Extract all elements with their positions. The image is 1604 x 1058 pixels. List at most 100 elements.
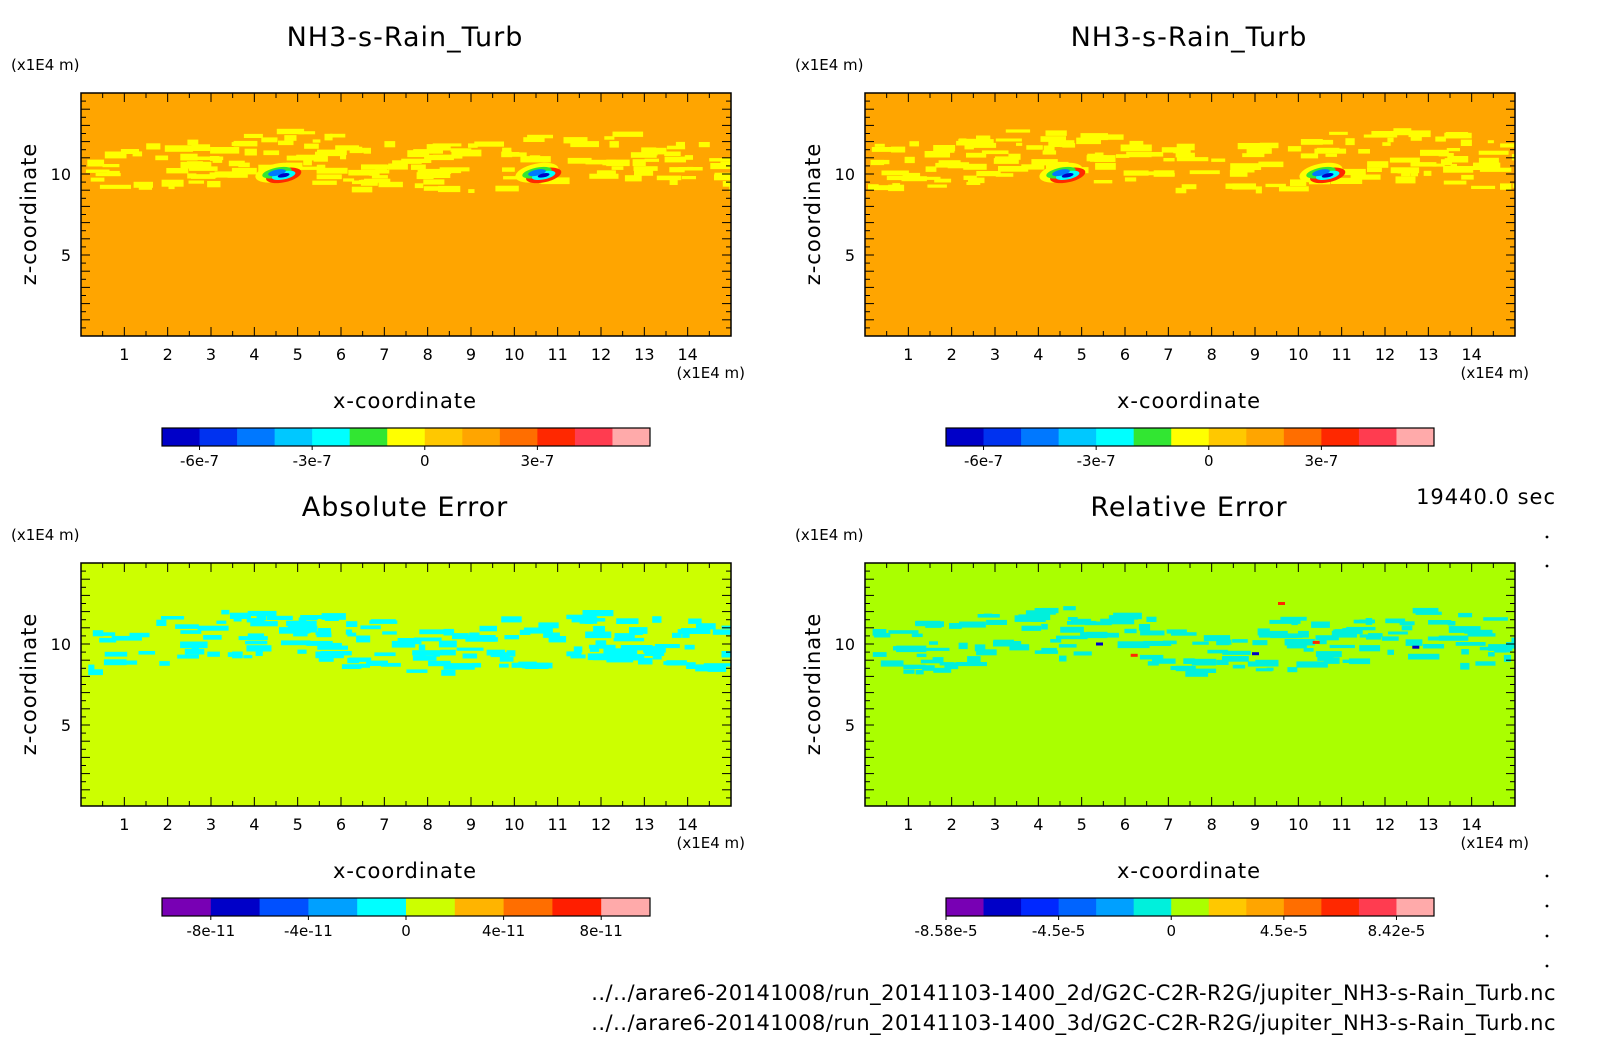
band-patch [441,169,462,174]
band-patch [1067,617,1078,620]
x-tick-label: 2 [947,815,957,834]
spot-feature [1252,652,1259,656]
band-patch [465,635,496,642]
band-patch [684,155,693,160]
colorbar-swatch [312,428,351,446]
band-patch [1349,658,1371,665]
band-patch [1222,650,1251,655]
band-patch [1300,153,1319,159]
band-patch [1060,626,1084,633]
band-patch [571,619,596,623]
band-patch [1056,635,1088,640]
band-patch [439,167,470,172]
band-patch [1367,161,1389,168]
y-tick-label: 10 [51,165,71,184]
band-patch [506,650,516,657]
band-patch [1076,137,1101,145]
colorbar-tick-label: 8e-11 [580,922,623,940]
band-patch [1058,644,1077,648]
colorbar-frame [945,897,1435,917]
band-patch [1232,639,1248,643]
colorbar-swatch [946,428,985,446]
band-patch [1441,159,1452,166]
band-patch [180,630,202,634]
band-patch [255,651,263,656]
band-patch [1408,130,1431,138]
band-patch [922,665,935,671]
band-patch [315,651,344,659]
band-patch [1284,638,1315,646]
colorbar-tick-label: -4e-11 [284,922,333,940]
band-patch [721,625,731,629]
band-patch [462,653,478,659]
colorbar-swatch [612,428,651,446]
band-patch [1232,183,1256,190]
band-patch [925,621,942,628]
band-patch [189,166,218,171]
colorbar-swatch [162,428,201,446]
band-patch [313,154,328,162]
band-patch [369,620,398,624]
colorbar-swatch [1096,428,1135,446]
band-patch [681,176,696,180]
band-patch [1059,655,1067,662]
band-patch [1311,621,1330,628]
band-patch [286,155,316,161]
band-patch [1400,167,1413,172]
colorbar-tick-label: 3e-7 [1305,452,1339,470]
band-patch [632,159,646,167]
band-patch [159,661,170,666]
band-patch [1005,129,1031,133]
panel-title: Absolute Error [302,492,508,523]
band-patch [340,156,347,160]
colorbar-frame [161,427,651,447]
band-patch [904,156,915,164]
band-patch [375,169,390,174]
x-tick-label: 12 [1375,815,1395,834]
band-patch [585,631,612,639]
band-patch [391,640,416,648]
y-tick-label: 5 [845,246,855,265]
band-patch [407,150,430,158]
band-patch [1353,619,1375,624]
band-patch [584,618,606,622]
x-tick-label: 10 [504,345,524,364]
band-patch [925,166,937,172]
band-patch [184,648,205,655]
band-patch [348,169,380,176]
band-patch [1511,637,1515,643]
band-patch [505,152,520,156]
band-patch [246,645,272,652]
band-patch [1331,630,1357,638]
band-patch [203,635,222,640]
band-patch [1478,157,1499,165]
field-background [81,563,731,806]
x-tick-label: 1 [119,345,129,364]
band-patch [872,629,887,636]
band-patch [1255,186,1262,194]
dipole-contour [1321,173,1334,178]
band-patch [652,616,662,623]
dipole-feature-2 [1299,162,1346,184]
band-patch [981,150,1009,155]
band-patch [1039,608,1056,612]
band-patch [1323,657,1340,664]
colorbar-swatch [1358,428,1397,446]
band-patch [1443,180,1467,185]
band-patch [881,170,909,176]
colorbar-swatch [1096,898,1135,916]
band-patch [527,134,553,139]
colorbar-swatch [199,428,238,446]
band-patch [566,651,582,657]
x-axis-label: x-coordinate [1117,389,1261,413]
x-unit-label: (x1E4 m) [676,834,745,852]
band-patch [1111,619,1135,625]
band-patch [360,625,381,630]
colorbar-swatch [1358,898,1397,916]
band-patch [1467,633,1496,637]
band-patch [156,619,167,626]
band-patch [1387,137,1394,143]
band-patch [666,145,686,150]
x-axis-label: x-coordinate [1117,859,1261,883]
field-features [86,128,731,193]
